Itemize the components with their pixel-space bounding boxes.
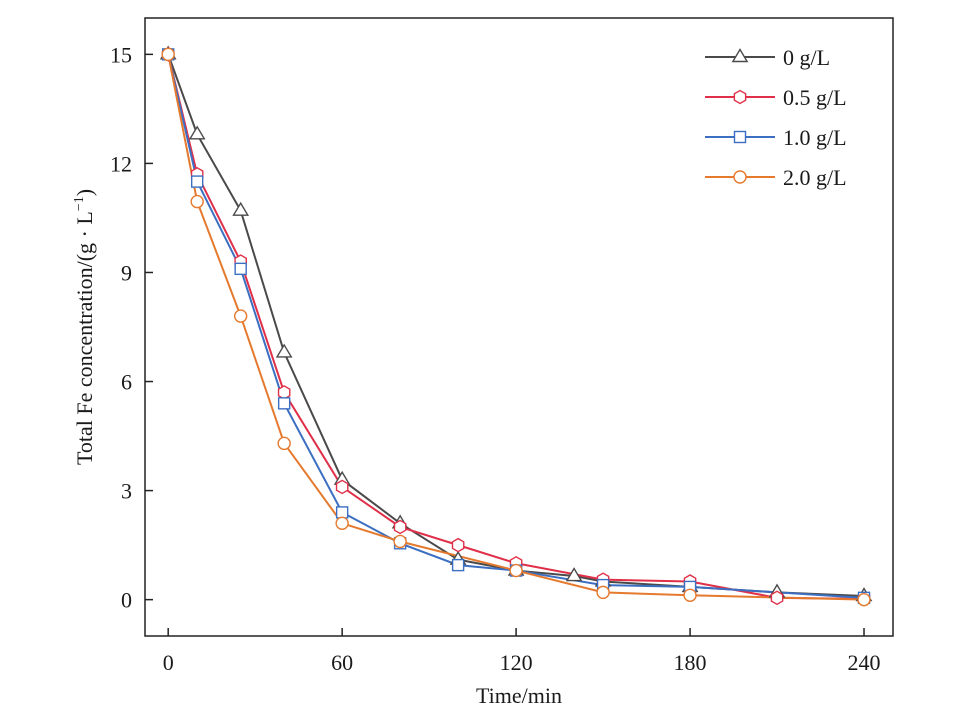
data-point-s3	[509, 563, 523, 578]
series-line-3	[167, 54, 865, 601]
y-tick-label: 3	[121, 479, 132, 504]
series-markers	[159, 45, 873, 607]
data-point-s1	[451, 537, 465, 553]
legend-label: 2.0 g/L	[783, 165, 847, 190]
data-point-s2	[277, 397, 291, 410]
x-tick-label: 180	[674, 650, 707, 675]
data-point-s2	[234, 262, 247, 276]
legend-label: 0.5 g/L	[783, 85, 847, 110]
data-point-s3	[277, 436, 291, 451]
x-tick-label: 240	[848, 650, 881, 675]
data-point-s0	[275, 343, 293, 358]
series-line-0	[167, 54, 865, 598]
x-axis-label: Time/min	[476, 683, 562, 708]
data-point-s2	[335, 506, 349, 519]
data-point-s1	[335, 479, 349, 495]
data-point-s0	[565, 567, 583, 582]
legend-marker	[733, 89, 747, 105]
plot-frame	[144, 17, 894, 637]
legend-marker	[733, 130, 747, 144]
series-line-1	[167, 54, 865, 600]
x-tick-label: 0	[163, 650, 174, 675]
y-tick-label: 15	[110, 42, 132, 67]
axis-ticks: 0 60 120 180 240 0 3 6 9 12 15	[110, 42, 881, 675]
data-point-s1	[393, 519, 407, 535]
data-point-s3	[190, 194, 204, 209]
x-tick-label: 120	[500, 650, 533, 675]
legend-marker	[731, 48, 749, 63]
legend-label: 0 g/L	[783, 45, 830, 70]
y-tick-label: 6	[121, 370, 132, 395]
data-point-s2	[451, 558, 465, 572]
y-tick-label: 9	[121, 260, 132, 285]
data-point-s1	[277, 385, 291, 400]
x-tick-label: 60	[331, 650, 353, 675]
data-point-s3	[596, 585, 610, 600]
data-point-s3	[233, 309, 248, 323]
data-point-s0	[188, 125, 206, 140]
legend-label: 1.0 g/L	[783, 125, 847, 150]
data-point-s2	[190, 175, 204, 188]
data-point-s0	[232, 201, 250, 216]
data-point-s3	[393, 534, 407, 549]
series-line-2	[167, 54, 865, 599]
data-point-s3	[161, 47, 175, 62]
legend-marker	[733, 170, 747, 184]
legend: 0 g/L 0.5 g/L 1.0 g/L 2.0 g/L	[705, 45, 847, 190]
y-axis-label-superscript: −1	[72, 196, 87, 211]
y-axis-label: Total Fe concentration/(g · L−1)	[72, 189, 97, 465]
data-point-s3	[335, 516, 349, 531]
y-axis-label-close: )	[72, 189, 97, 196]
y-tick-label: 0	[121, 588, 132, 613]
y-tick-label: 12	[110, 151, 132, 176]
y-axis-label-main: Total Fe concentration/(g · L	[72, 211, 97, 465]
data-point-s3	[857, 592, 871, 607]
data-point-s1	[770, 590, 784, 606]
data-point-s3	[683, 588, 697, 602]
